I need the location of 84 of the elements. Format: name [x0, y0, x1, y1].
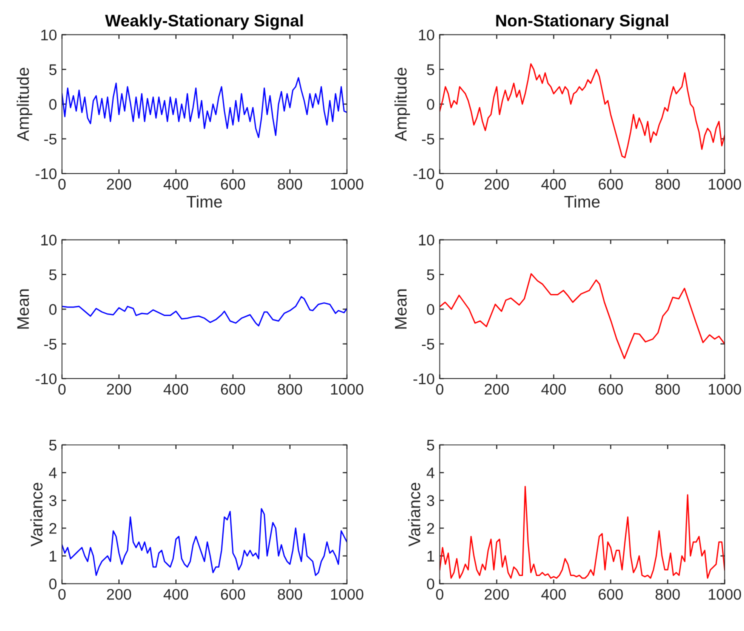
y-tick-label: 1	[428, 550, 434, 562]
x-axis-title: Time	[186, 195, 222, 208]
line-series	[440, 486, 725, 579]
x-tick-label: 800	[278, 588, 302, 600]
y-tick-label: -5	[422, 338, 434, 350]
x-tick-label: 600	[220, 384, 246, 395]
x-tick-label: 200	[484, 588, 509, 600]
line-series	[440, 273, 725, 360]
x-tick-label: 600	[220, 178, 246, 190]
x-tick-label: 600	[598, 384, 623, 395]
x-tick-label: 0	[436, 588, 444, 600]
x-tick-label: 400	[164, 384, 188, 395]
y-tick-label: 10	[419, 30, 434, 40]
x-tick-label: 0	[436, 384, 444, 395]
x-tick-label: 800	[278, 384, 302, 395]
x-tick-label: 800	[656, 384, 680, 395]
x-axis-title: Time	[564, 195, 600, 208]
x-tick-label: 200	[484, 178, 509, 190]
x-tick-label: 400	[541, 588, 566, 600]
y-tick-label: 5	[49, 270, 56, 280]
y-tick-label: 5	[49, 64, 56, 76]
y-tick-label: 0	[49, 98, 57, 110]
y-tick-label: 2	[427, 523, 434, 534]
x-tick-label: 200	[106, 384, 132, 395]
y-tick-label: 4	[426, 468, 434, 478]
x-tick-label: 400	[164, 588, 188, 600]
x-tick-label: 200	[106, 178, 132, 190]
y-tick-label: 5	[49, 440, 56, 451]
x-tick-label: 800	[278, 178, 302, 190]
y-tick-label: 0	[426, 304, 434, 315]
chart-title: Non-Stationary Signal	[496, 14, 668, 30]
x-tick-label: 600	[220, 588, 246, 600]
x-tick-label: 1000	[331, 384, 364, 395]
y-tick-label: 0	[426, 578, 434, 590]
y-tick-label: 5	[426, 64, 434, 76]
y-tick-label: 2	[49, 523, 56, 534]
y-axis-title: Variance	[30, 482, 43, 546]
line-series	[62, 508, 347, 576]
y-axis-title: Mean	[395, 289, 407, 329]
y-axis-title: Mean	[17, 289, 29, 329]
x-tick-label: 200	[106, 588, 132, 600]
x-tick-label: 1000	[331, 178, 364, 190]
y-tick-label: 0	[49, 578, 57, 590]
x-tick-label: 600	[598, 178, 623, 190]
y-tick-label: -10	[36, 373, 57, 384]
y-tick-label: 10	[41, 234, 57, 246]
x-tick-label: 200	[484, 384, 509, 395]
x-tick-label: 0	[58, 178, 66, 190]
y-tick-label: -10	[413, 168, 434, 180]
y-tick-label: 3	[426, 495, 434, 506]
y-tick-label: -10	[36, 168, 57, 180]
x-tick-label: 1000	[708, 178, 742, 190]
chart-title: Weakly-Stationary Signal	[105, 14, 303, 30]
x-tick-label: 400	[164, 178, 188, 190]
x-tick-label: 600	[598, 588, 623, 600]
y-tick-label: -5	[44, 338, 56, 350]
x-tick-label: 1000	[331, 588, 364, 600]
x-tick-label: 400	[541, 384, 566, 395]
y-axis-title: Amplitude	[16, 68, 32, 142]
x-tick-label: 0	[58, 588, 66, 600]
line-series	[62, 296, 347, 326]
line-series	[62, 77, 347, 138]
y-tick-label: 0	[426, 98, 434, 110]
y-tick-label: -5	[44, 134, 56, 145]
y-tick-label: -5	[422, 134, 434, 145]
x-tick-label: 800	[656, 178, 680, 190]
x-tick-label: 1000	[708, 384, 742, 395]
line-series	[440, 63, 725, 158]
x-tick-label: 1000	[708, 588, 742, 600]
y-tick-label: 5	[426, 440, 434, 451]
y-tick-label: 5	[426, 270, 434, 280]
y-axis-title: Variance	[408, 482, 420, 546]
y-tick-label: 0	[49, 304, 57, 315]
y-tick-label: 1	[50, 550, 56, 562]
y-tick-label: 3	[49, 495, 56, 506]
y-axis-title: Amplitude	[394, 68, 410, 142]
x-tick-label: 0	[58, 384, 66, 395]
x-tick-label: 0	[436, 178, 444, 190]
y-tick-label: 10	[419, 234, 434, 246]
x-tick-label: 400	[541, 178, 566, 190]
y-tick-label: 10	[41, 30, 57, 40]
y-tick-label: -10	[413, 373, 434, 384]
y-tick-label: 4	[48, 468, 57, 478]
x-tick-label: 800	[656, 588, 680, 600]
